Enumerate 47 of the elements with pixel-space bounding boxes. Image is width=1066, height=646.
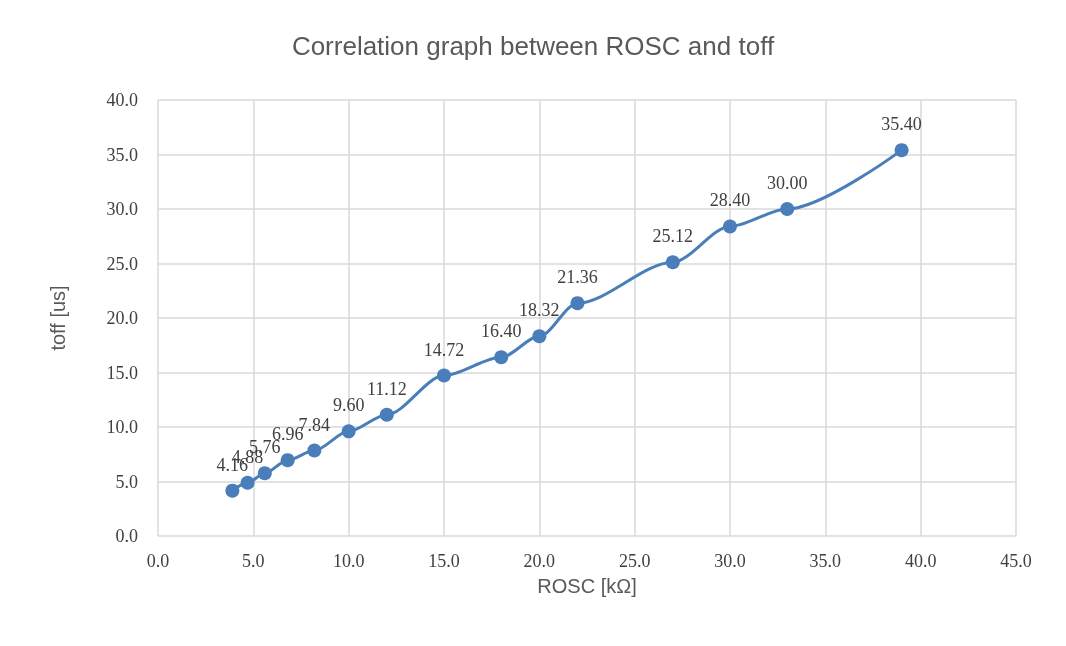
point — [341, 424, 356, 439]
point — [225, 483, 240, 498]
data-label: 21.36 — [557, 267, 598, 288]
y-tick-label: 5.0 — [115, 471, 138, 492]
x-tick-label: 25.0 — [618, 551, 651, 571]
data-label: 35.40 — [881, 114, 922, 135]
x-tick-label: 35.0 — [809, 551, 842, 571]
point — [379, 407, 394, 422]
data-label: 16.40 — [480, 321, 522, 342]
chart-title: Correlation graph between ROSC and toff — [291, 31, 775, 61]
x-tick-label: 0.0 — [146, 551, 170, 571]
x-tick-label: 5.0 — [242, 551, 265, 571]
point — [437, 368, 451, 383]
point — [665, 255, 680, 270]
x-tick-label: 15.0 — [428, 551, 460, 571]
data-label: 25.12 — [652, 226, 694, 247]
point — [723, 219, 737, 234]
x-tick-label: 40.0 — [904, 551, 937, 571]
point — [240, 475, 255, 490]
y-tick-label: 30.0 — [106, 199, 138, 219]
y-tick-label: 15.0 — [106, 362, 138, 383]
y-tick-label: 20.0 — [106, 308, 138, 328]
data-label: 14.72 — [423, 339, 465, 360]
x-tick-label: 20.0 — [523, 551, 556, 571]
x-tick-label: 45.0 — [1000, 551, 1032, 571]
y-tick-label: 35.0 — [106, 144, 138, 165]
data-label: 28.40 — [709, 190, 751, 211]
point — [532, 329, 547, 344]
point — [257, 466, 272, 481]
point — [570, 296, 585, 311]
y-tick-label: 10.0 — [106, 417, 138, 437]
data-label: 9.60 — [332, 395, 365, 416]
point — [280, 453, 295, 468]
point — [894, 143, 909, 158]
x-tick-label: 10.0 — [332, 551, 365, 571]
x-axis-title: ROSC [kΩ] — [537, 575, 637, 597]
data-label: 18.32 — [519, 300, 560, 321]
y-tick-label: 40.0 — [106, 90, 138, 110]
data-label: 11.12 — [366, 378, 407, 399]
point — [780, 202, 795, 216]
data-label: 30.00 — [766, 173, 808, 193]
point — [307, 443, 322, 458]
point — [494, 350, 509, 365]
y-tick-label: 0.0 — [115, 526, 138, 546]
y-tick-label: 25.0 — [106, 253, 138, 274]
x-tick-label: 30.0 — [714, 551, 746, 571]
y-axis-title: toff [us] — [47, 285, 69, 351]
